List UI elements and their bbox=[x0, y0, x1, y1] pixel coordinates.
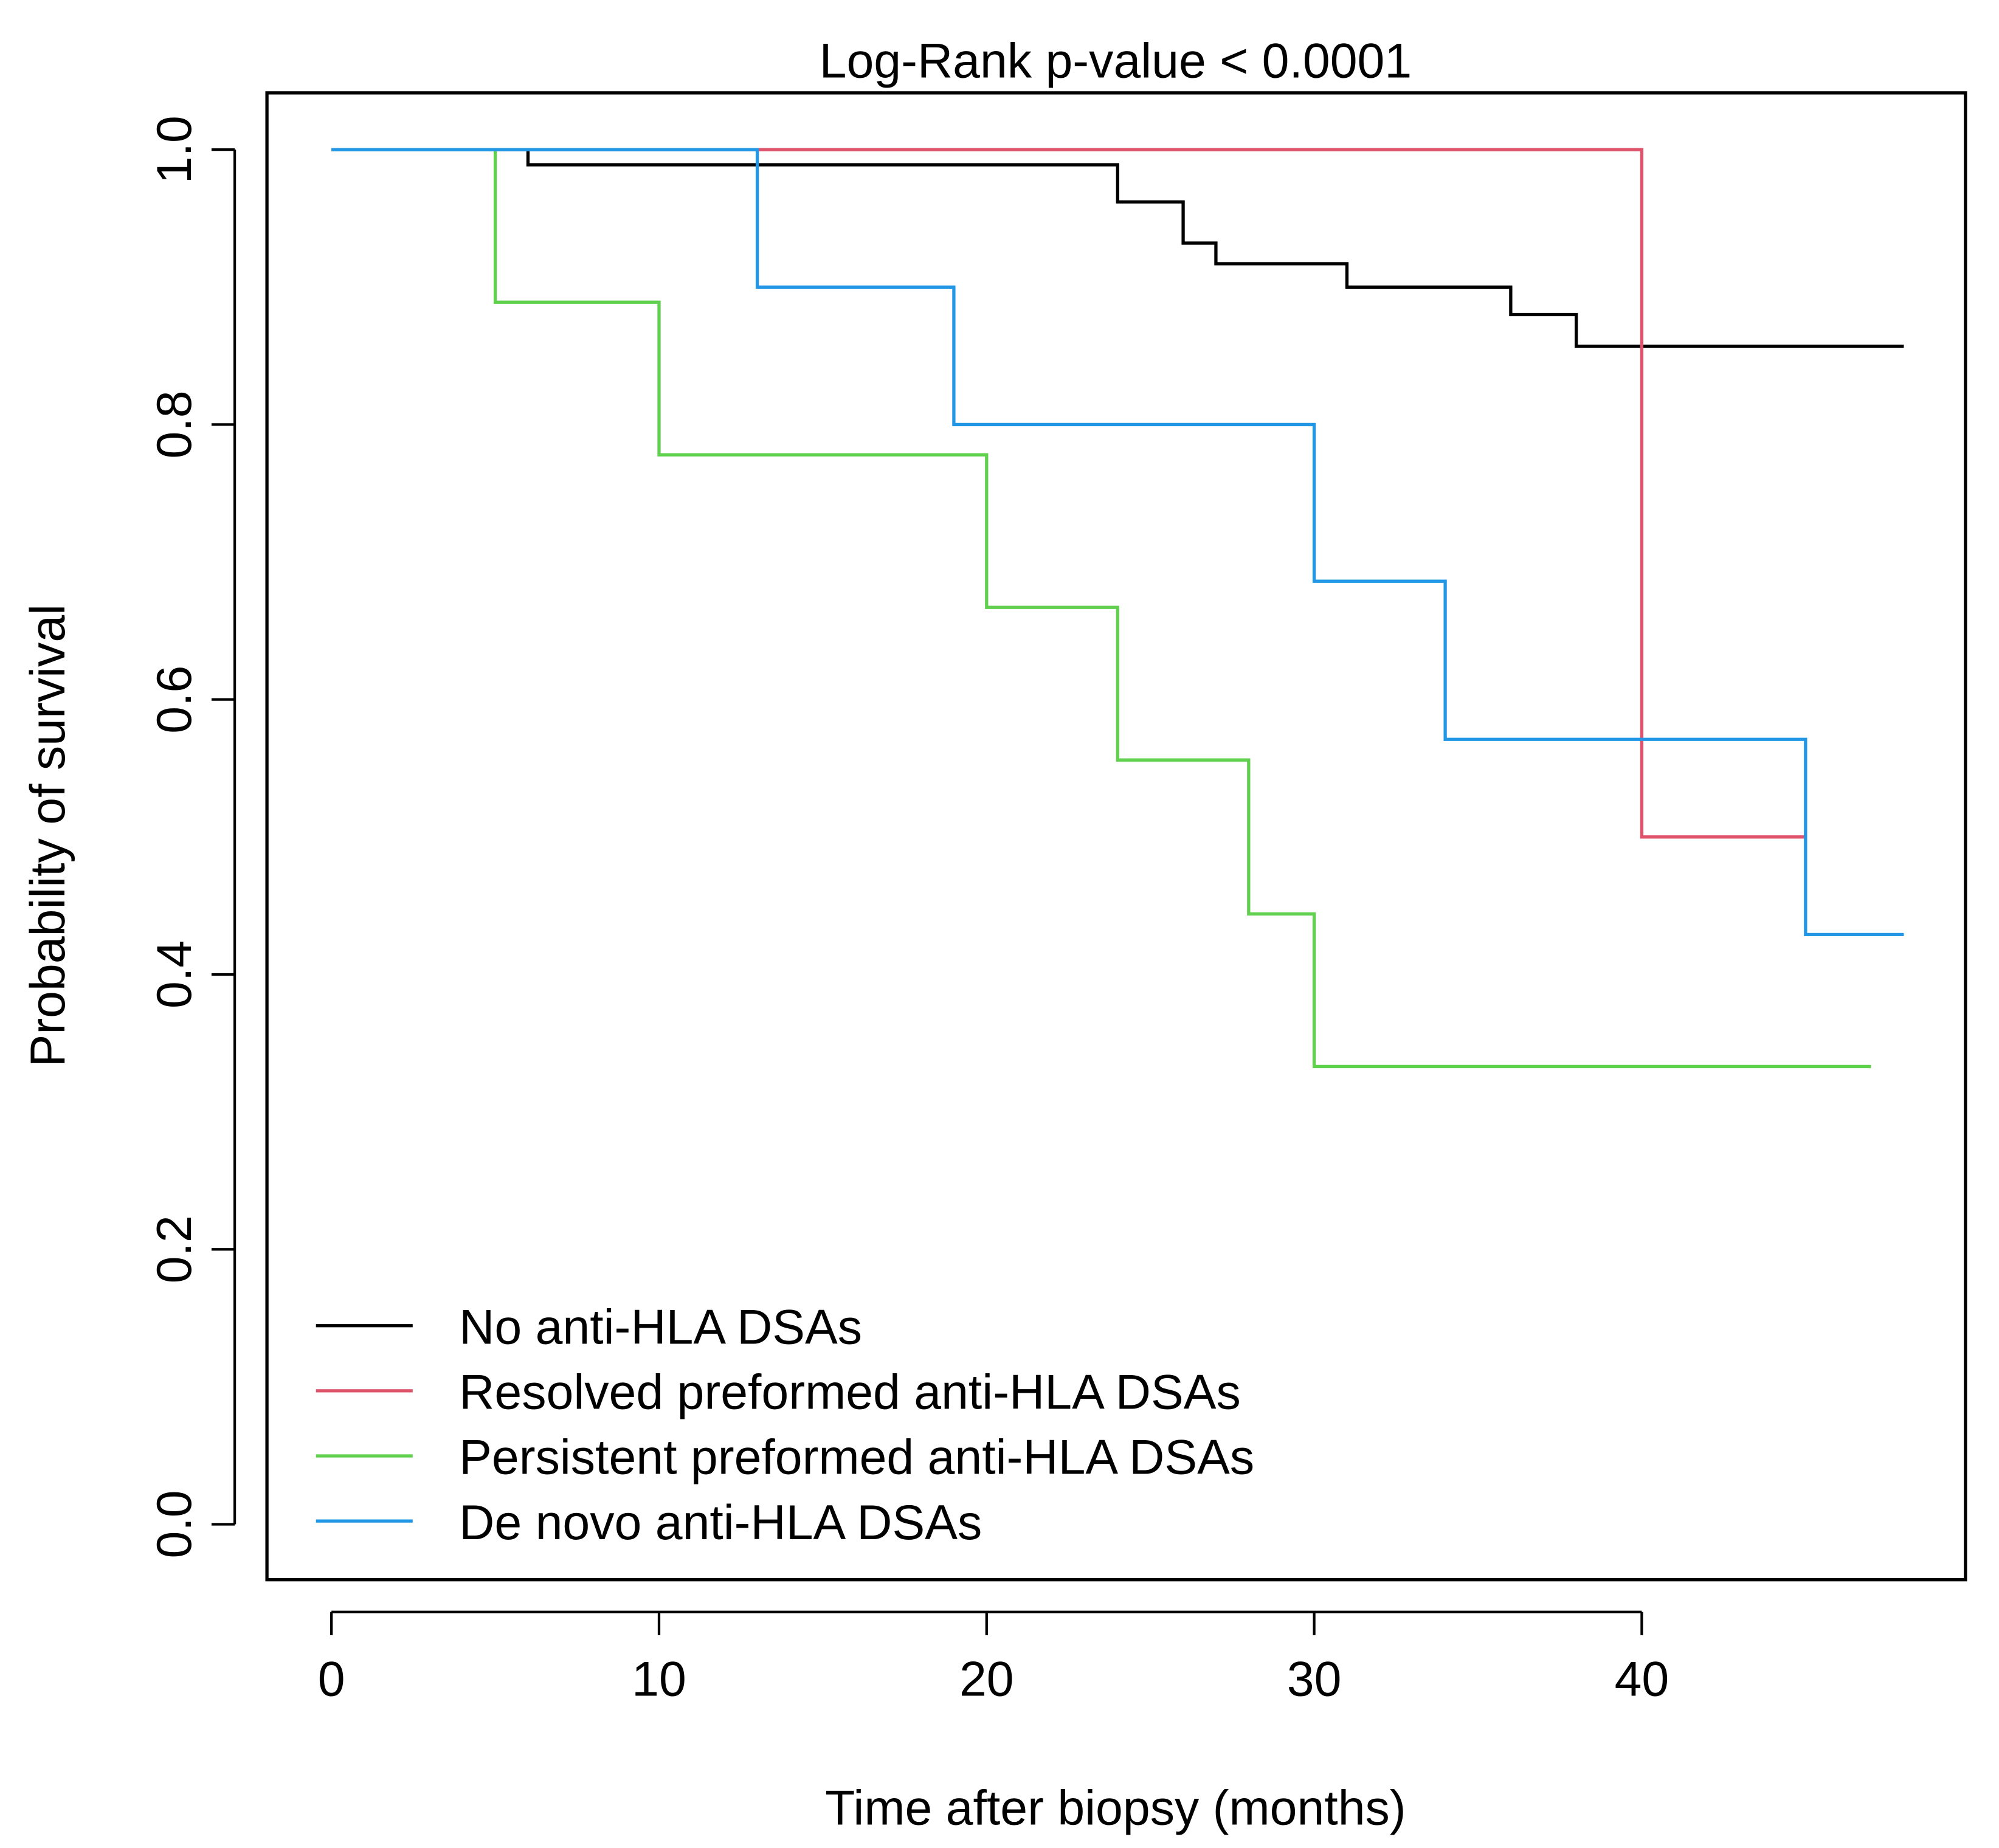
x-tick-label: 0 bbox=[318, 1652, 345, 1707]
y-tick-label: 0.0 bbox=[147, 1490, 202, 1558]
legend-label: De novo anti-HLA DSAs bbox=[459, 1495, 982, 1550]
chart-title: Log-Rank p-value < 0.0001 bbox=[820, 33, 1412, 88]
curves bbox=[331, 148, 1904, 1069]
x-axis-label: Time after biopsy (months) bbox=[825, 1781, 1406, 1836]
x-tick-label: 40 bbox=[1615, 1652, 1669, 1707]
y-tick-label: 0.6 bbox=[147, 666, 202, 734]
y-tick-label: 1.0 bbox=[147, 116, 202, 184]
y-axis: 0.0 0.2 0.4 0.6 0.8 1.0 bbox=[147, 116, 236, 1558]
legend-label: Resolved preformed anti-HLA DSAs bbox=[459, 1365, 1241, 1420]
x-tick-label: 20 bbox=[959, 1652, 1014, 1707]
x-tick-label: 10 bbox=[632, 1652, 686, 1707]
y-tick-label: 0.8 bbox=[147, 390, 202, 458]
x-tick-label: 30 bbox=[1287, 1652, 1342, 1707]
survival-curve-2 bbox=[331, 148, 1871, 1069]
y-tick-label: 0.4 bbox=[147, 940, 202, 1008]
survival-curve-3 bbox=[331, 148, 1904, 937]
legend-label: No anti-HLA DSAs bbox=[459, 1300, 862, 1354]
survival-curve-0 bbox=[331, 148, 1904, 348]
legend-label: Persistent preformed anti-HLA DSAs bbox=[459, 1430, 1254, 1485]
y-tick-label: 0.2 bbox=[147, 1215, 202, 1283]
x-axis: 0 10 20 30 40 bbox=[318, 1610, 1669, 1707]
plot-frame bbox=[265, 91, 1967, 1582]
legend: No anti-HLA DSAs Resolved preformed anti-… bbox=[316, 1300, 1254, 1550]
survival-curve-1 bbox=[331, 148, 1806, 839]
y-axis-label: Probability of survival bbox=[21, 604, 75, 1067]
